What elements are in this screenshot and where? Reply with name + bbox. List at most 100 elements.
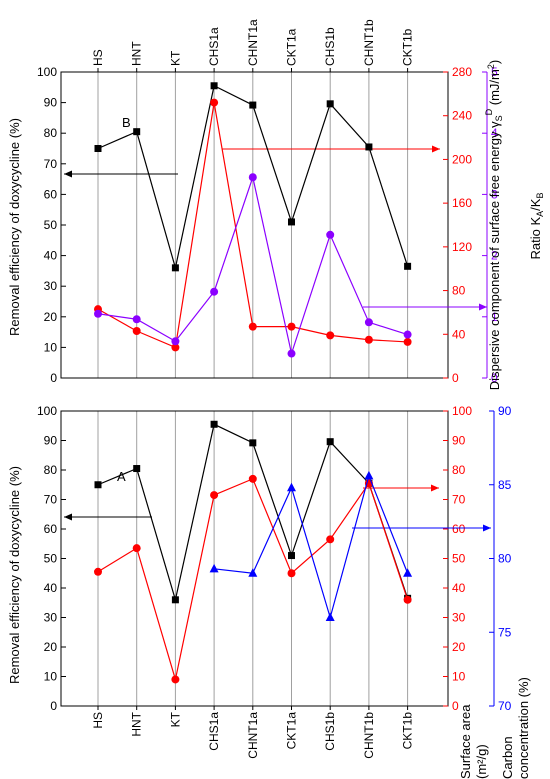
panel-b-data-point-circle <box>403 337 412 346</box>
panel-a-category-label: CHS1a <box>207 712 221 751</box>
panel-a-data-point-circle <box>171 675 180 684</box>
panel-b-category-label: KT <box>168 50 182 66</box>
panel-b-data-point-circle <box>210 98 219 107</box>
panel-b-data-point-circle <box>132 315 141 324</box>
panel-a-left-tick-label: 20 <box>44 640 58 654</box>
panel-a-surface-area-title-line1: Surface area <box>458 704 473 779</box>
panel-b-category-label: CHS1a <box>207 27 221 66</box>
panel-a-right2-tick-label: 85 <box>498 478 512 492</box>
panel-b-data-point-square <box>249 101 257 109</box>
panel-a-data-point-triangle <box>364 470 374 480</box>
panel-b-data-point-circle <box>94 309 102 318</box>
panel-b-data-point-square <box>171 264 179 272</box>
panel-a-right1-tick-label: 30 <box>452 611 466 625</box>
panel-b-left-tick-label: 20 <box>44 310 58 324</box>
panel-b-data-point-circle <box>326 230 335 239</box>
panel-a-carbon-title-line1: Carbon <box>500 736 515 779</box>
panel-a-data-point-triangle <box>248 568 258 577</box>
panel-b-category-label: HS <box>91 49 105 66</box>
panel-a-data-point-square <box>249 439 257 447</box>
panel-b-data-point-circle <box>248 173 257 182</box>
panel-a-right2-tick-label: 90 <box>498 404 512 418</box>
panel-a-right1-tick-label: 20 <box>452 640 466 654</box>
panel-a: 0 10 20 30 40 50 60 70 80 90 100 0 10 20 30 40 50 60 70 80 9… <box>37 404 512 759</box>
panel-a-series-line <box>214 474 409 620</box>
panel-a-left-tick-label: 90 <box>44 434 58 448</box>
panel-a-data-point-circle <box>94 567 102 576</box>
panel-b-axis-arrowhead <box>432 145 440 153</box>
panel-b-label: B <box>122 115 131 130</box>
panel-a-category-label: CHNT1a <box>246 712 260 759</box>
panel-a-category-label: KT <box>168 711 182 727</box>
panel-b-left-tick-label: 60 <box>44 187 58 201</box>
panel-a-left-tick-label: 50 <box>44 552 58 566</box>
panel-a-right1-tick-label: 90 <box>452 434 466 448</box>
panel-b-left-tick-label: 0 <box>50 371 57 385</box>
panel-b-right2-tick-label: 2 <box>491 249 498 263</box>
panel-b-right-axis-1-title: Dispersive component of surface free ene… <box>484 60 504 390</box>
panel-b-data-point-square <box>288 218 295 226</box>
panel-b-right2-tick-label: 0 <box>491 371 498 385</box>
panel-b-left-axis-title: Removal efficiency of doxycycline (%) <box>7 118 22 336</box>
panel-b-category-label: CKT1a <box>285 28 299 66</box>
panel-b-right2-tick-label: 5 <box>491 65 498 79</box>
panel-b-data-point-square <box>404 262 412 270</box>
panel-a-data-point-triangle <box>403 568 413 577</box>
panel-b-axis-arrowhead <box>479 303 487 311</box>
panel-a-left-tick-label: 100 <box>37 404 57 418</box>
panel-b-left-tick-label: 40 <box>44 249 58 263</box>
panel-b-data-point-circle <box>287 349 296 358</box>
panel-b-left-tick-label: 70 <box>44 157 58 171</box>
panel-a-left-tick-label: 30 <box>44 611 58 625</box>
panel-a-right1-tick-label: 60 <box>452 522 466 536</box>
panel-b-left-tick-label: 100 <box>37 65 57 79</box>
panel-b-right1-tick-label: 120 <box>452 240 472 254</box>
panel-b-data-point-circle <box>171 343 180 352</box>
panel-a-category-label: CHNT1b <box>362 712 376 759</box>
panel-b-left-tick-label: 90 <box>44 96 58 110</box>
panel-b-data-point-circle <box>287 322 296 331</box>
panel-b-plot-frame <box>60 71 449 379</box>
panel-b-right2-tick-label: 4 <box>491 126 498 140</box>
panel-b-category-label: CHS1b <box>323 27 337 66</box>
panel-a-right1-tick-label: 0 <box>452 699 459 713</box>
panel-a-data-point-square <box>133 465 141 473</box>
panel-b-axis-arrowhead <box>64 170 72 178</box>
panel-a-left-tick-label: 0 <box>50 699 57 713</box>
panel-b-right-axis-2-title: Ratio KA/KB <box>528 193 545 260</box>
panel-b-right2-tick-label: 1 <box>491 310 498 324</box>
panel-b-data-point-circle <box>364 335 373 344</box>
panel-a-left-tick-label: 40 <box>44 581 58 595</box>
panel-a-data-point-triangle <box>287 482 296 492</box>
panel-b-right1-tick-label: 80 <box>452 284 466 298</box>
panel-a-category-label: HS <box>91 712 105 729</box>
panel-a-data-point-square <box>326 438 334 446</box>
panel-a-category-label: HNT <box>130 711 144 736</box>
panel-a-data-point-circle <box>326 535 335 544</box>
panel-b-right1-tick-label: 240 <box>452 109 472 123</box>
panel-a-left-tick-label: 80 <box>44 463 58 477</box>
panel-a-left-axis-title: Removal efficiency of doxycycline (%) <box>7 466 22 684</box>
panel-a-category-label: CKT1b <box>401 712 415 750</box>
panel-b-data-point-square <box>133 128 141 136</box>
panel-b-right1-tick-label: 200 <box>452 152 472 166</box>
panel-a-data-point-circle <box>403 595 412 604</box>
panel-b-right1-tick-label: 0 <box>452 371 459 385</box>
panel-a-left-tick-label: 70 <box>44 493 58 507</box>
panel-a-axis-arrowhead <box>64 513 72 521</box>
panel-a-data-point-square <box>210 420 218 428</box>
panel-b-data-point-circle <box>364 318 373 327</box>
panel-b-category-label: CHNT1b <box>362 19 376 66</box>
panel-b-data-point-circle <box>326 331 335 340</box>
panel-b-data-point-square <box>365 143 373 151</box>
panel-a-right2-tick-label: 80 <box>498 552 512 566</box>
panel-a-carbon-title-line2: concentration (%) <box>516 677 531 779</box>
panel-a-data-point-square <box>94 481 102 489</box>
panel-a-right2-tick-label: 70 <box>498 699 512 713</box>
panel-a-surface-area-title-line2: (m²/g) <box>474 744 489 779</box>
panel-b-left-tick-label: 80 <box>44 126 58 140</box>
panel-a-data-point-circle <box>248 474 257 483</box>
panel-b-right1-tick-label: 280 <box>452 65 472 79</box>
panel-a-axis-arrowhead <box>431 484 439 492</box>
